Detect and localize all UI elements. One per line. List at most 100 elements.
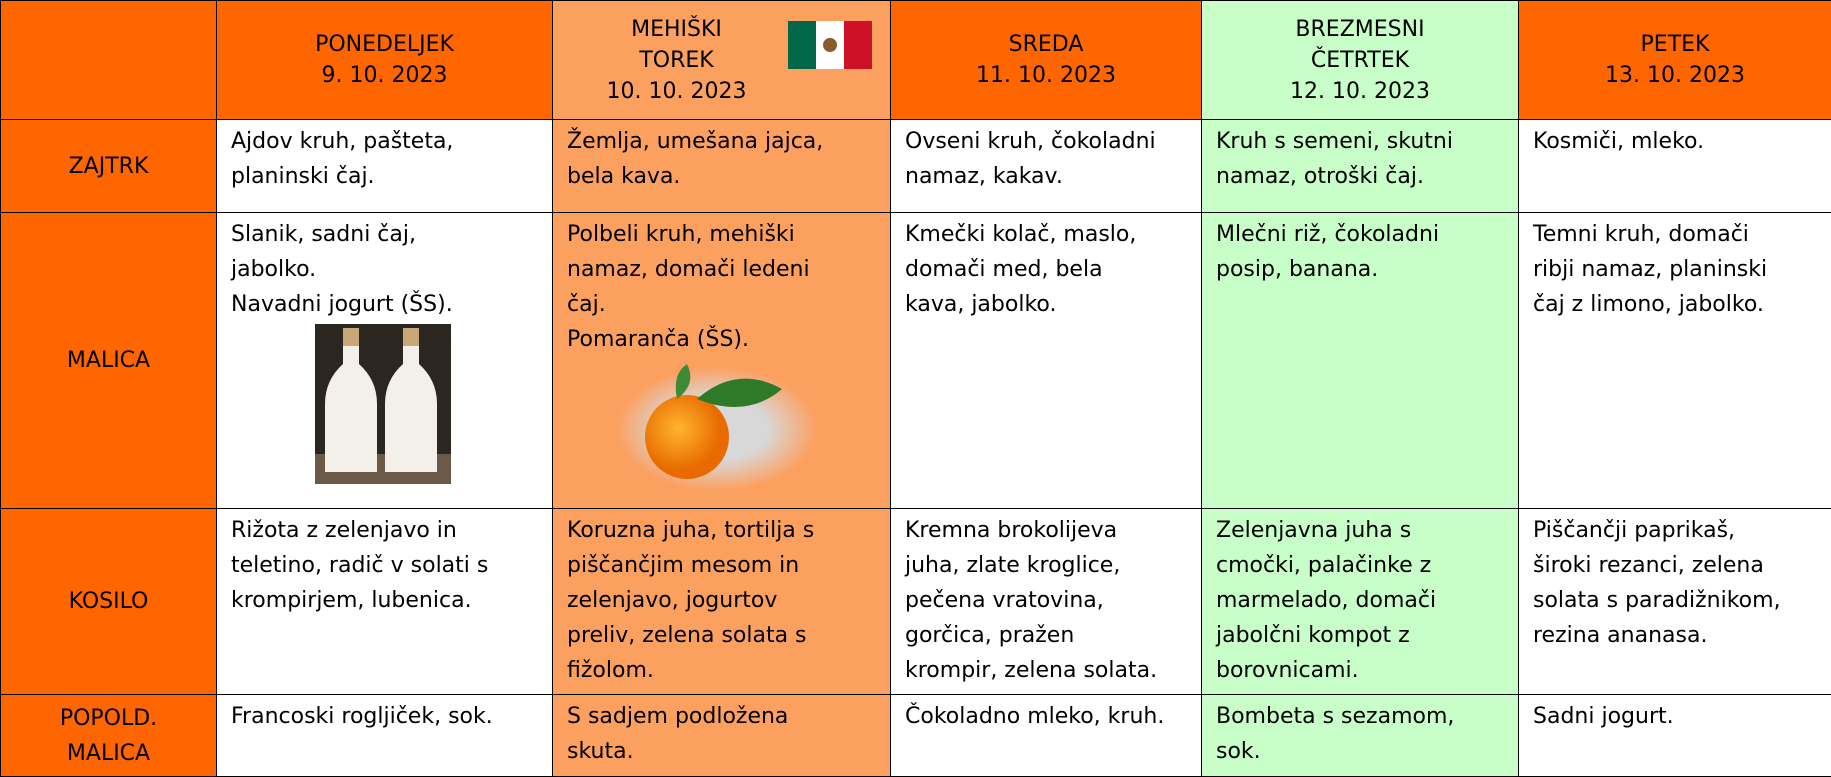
- menu-cell: Kosmiči, mleko.: [1519, 120, 1831, 213]
- text-line: namaz, domači ledeni: [567, 252, 876, 287]
- text-line: Zelenjavna juha s: [1216, 513, 1504, 548]
- text-line: jabolko.: [231, 252, 538, 287]
- text-line: Žemlja, umešana jajca,: [567, 124, 876, 159]
- text-line: Bombeta s sezamom,: [1216, 699, 1504, 734]
- meal-label: POPOLD.MALICA: [1, 695, 217, 777]
- text-line: kava, jabolko.: [905, 287, 1187, 322]
- text-line: Kmečki kolač, maslo,: [905, 217, 1187, 252]
- text-line: TOREK: [563, 45, 790, 76]
- text-line: solata s paradižnikom,: [1533, 583, 1817, 618]
- text-line: 13. 10. 2023: [1529, 60, 1821, 91]
- text-line: Mlečni riž, čokoladni: [1216, 217, 1504, 252]
- text-line: 12. 10. 2023: [1212, 76, 1508, 107]
- text-line: posip, banana.: [1216, 252, 1504, 287]
- text-line: marmelado, domači: [1216, 583, 1504, 618]
- text-line: ribji namaz, planinski: [1533, 252, 1817, 287]
- text-line: MALICA: [7, 736, 210, 771]
- text-line: jabolčni kompot z: [1216, 618, 1504, 653]
- text-line: Polbeli kruh, mehiški: [567, 217, 876, 252]
- text-line: SREDA: [901, 29, 1191, 60]
- text-line: čaj z limono, jabolko.: [1533, 287, 1817, 322]
- meal-row: MALICA Slanik, sadni čaj,jabolko.Navadni …: [1, 213, 1831, 509]
- text-line: Piščančji paprikaš,: [1533, 513, 1817, 548]
- text-line: Kremna brokolijeva: [905, 513, 1187, 548]
- text-line: Pomaranča (ŠS).: [567, 322, 876, 357]
- text-line: cmočki, palačinke z: [1216, 548, 1504, 583]
- text-line: ČETRTEK: [1212, 45, 1508, 76]
- text-line: bela kava.: [567, 159, 876, 194]
- text-line: Slanik, sadni čaj,: [231, 217, 538, 252]
- text-line: preliv, zelena solata s: [567, 618, 876, 653]
- text-line: Navadni jogurt (ŠS).: [231, 287, 538, 322]
- text-line: krompir, zelena solata.: [905, 653, 1187, 688]
- text-line: PETEK: [1529, 29, 1821, 60]
- text-line: POPOLD.: [7, 701, 210, 736]
- menu-cell: Sadni jogurt.: [1519, 695, 1831, 777]
- text-line: sok.: [1216, 734, 1504, 769]
- text-line: namaz, kakav.: [905, 159, 1187, 194]
- meal-label: ZAJTRK: [1, 120, 217, 213]
- text-line: 10. 10. 2023: [563, 76, 790, 107]
- menu-cell: Ajdov kruh, pašteta,planinski čaj.: [217, 120, 553, 213]
- text-line: teletino, radič v solati s: [231, 548, 538, 583]
- text-line: KOSILO: [7, 584, 210, 619]
- text-line: planinski čaj.: [231, 159, 538, 194]
- text-line: Ovseni kruh, čokoladni: [905, 124, 1187, 159]
- text-line: krompirjem, lubenica.: [231, 583, 538, 618]
- menu-cell: Piščančji paprikaš,široki rezanci, zelen…: [1519, 509, 1831, 695]
- text-line: 9. 10. 2023: [227, 60, 542, 91]
- text-line: Francoski rogljiček, sok.: [231, 699, 538, 734]
- text-line: Sadni jogurt.: [1533, 699, 1817, 734]
- milk-bottles-image: [315, 324, 451, 484]
- text-line: domači med, bela: [905, 252, 1187, 287]
- text-line: zelenjavo, jogurtov: [567, 583, 876, 618]
- text-line: S sadjem podložena: [567, 699, 876, 734]
- text-line: rezina ananasa.: [1533, 618, 1817, 653]
- text-line: BREZMESNI: [1212, 14, 1508, 45]
- text-line: MEHIŠKI: [563, 14, 790, 45]
- text-line: ZAJTRK: [7, 149, 210, 184]
- meal-label: KOSILO: [1, 509, 217, 695]
- text-line: široki rezanci, zelena: [1533, 548, 1817, 583]
- mexican-flag: [788, 21, 872, 69]
- menu-cell: Čokoladno mleko, kruh.: [891, 695, 1202, 777]
- meal-label: MALICA: [1, 213, 217, 509]
- text-line: PONEDELJEK: [227, 29, 542, 60]
- text-line: pečena vratovina,: [905, 583, 1187, 618]
- text-line: fižolom.: [567, 653, 876, 688]
- text-line: gorčica, pražen: [905, 618, 1187, 653]
- text-line: čaj.: [567, 287, 876, 322]
- text-line: Kruh s semeni, skutni: [1216, 124, 1504, 159]
- text-line: skuta.: [567, 734, 876, 769]
- text-line: namaz, otroški čaj.: [1216, 159, 1504, 194]
- text-line: juha, zlate kroglice,: [905, 548, 1187, 583]
- text-line: Ajdov kruh, pašteta,: [231, 124, 538, 159]
- meal-row: POPOLD.MALICA Francoski rogljiček, sok. S …: [1, 695, 1831, 777]
- corner-cell: [1, 1, 217, 120]
- menu-cell: Bombeta s sezamom,sok.: [1202, 695, 1519, 777]
- menu-cell: Francoski rogljiček, sok.: [217, 695, 553, 777]
- text-line: Čokoladno mleko, kruh.: [905, 699, 1187, 734]
- text-line: Temni kruh, domači: [1533, 217, 1817, 252]
- text-line: piščančjim mesom in: [567, 548, 876, 583]
- text-line: Koruzna juha, tortilja s: [567, 513, 876, 548]
